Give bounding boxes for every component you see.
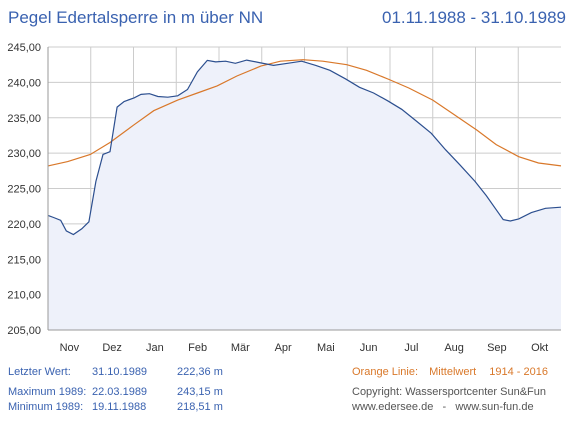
max-value-date: 22.03.1989	[92, 386, 148, 398]
x-tick-label: Dez	[102, 342, 122, 354]
x-tick-label: Sep	[487, 342, 507, 354]
max-value-label: Maximum 1989:	[8, 386, 87, 398]
level-line	[47, 59, 562, 236]
x-tick-label: Mai	[317, 342, 335, 354]
copyright: Copyright: Wassersportcenter Sun&Fun	[352, 386, 547, 398]
date-range: 01.11.1988 - 31.10.1989	[381, 8, 566, 27]
x-tick-label: Aug	[444, 342, 464, 354]
y-tick-label: 230,00	[7, 148, 41, 160]
x-tick-label: Jun	[360, 342, 378, 354]
mean-legend-years: 1914 - 2016	[489, 366, 548, 378]
y-tick-label: 245,00	[7, 42, 41, 54]
x-tick-label: Okt	[531, 342, 548, 354]
y-tick-label: 235,00	[7, 113, 41, 125]
x-tick-label: Jul	[404, 342, 418, 354]
y-tick-labels: 205,00 210,00 215,00 220,00 225,00 230,00 235,…	[7, 42, 41, 337]
y-tick-label: 210,00	[7, 290, 41, 302]
last-value-label: Letzter Wert:	[8, 366, 71, 378]
axes	[47, 47, 561, 331]
max-value-level: 243,15 m	[177, 386, 223, 398]
x-tick-labels: Nov Dez Jan Feb Mär Apr Mai Jun Jul Aug Sep Okt	[60, 342, 549, 354]
mean-legend: Orange Linie: Mittelwert 1914 - 2016	[352, 366, 548, 378]
mean-legend-desc: Mittelwert	[429, 366, 477, 378]
mean-series	[47, 59, 562, 167]
x-tick-label: Feb	[188, 342, 207, 354]
mean-legend-label: Orange Linie:	[352, 366, 419, 378]
min-value-label: Minimum 1989:	[8, 401, 84, 413]
last-value-date: 31.10.1989	[92, 366, 148, 378]
min-value-level: 218,51 m	[177, 401, 223, 413]
mean-line	[47, 59, 562, 167]
level-series	[47, 59, 562, 236]
x-tick-label: Jan	[146, 342, 164, 354]
x-tick-label: Mär	[231, 342, 250, 354]
y-tick-label: 220,00	[7, 219, 41, 231]
min-value-date: 19.11.1988	[92, 401, 147, 413]
x-tick-label: Nov	[60, 342, 80, 354]
level-area-fill	[48, 60, 561, 330]
level-area	[48, 60, 561, 330]
x-tick-label: Apr	[275, 342, 292, 354]
y-tick-label: 240,00	[7, 77, 41, 89]
y-tick-label: 225,00	[7, 184, 41, 196]
y-tick-label: 205,00	[7, 325, 41, 337]
y-tick-label: 215,00	[7, 254, 41, 266]
last-value-level: 222,36 m	[177, 366, 223, 378]
websites: www.edersee.de - www.sun-fun.de	[352, 401, 534, 413]
chart-title: Pegel Edertalsperre in m über NN	[8, 8, 264, 27]
